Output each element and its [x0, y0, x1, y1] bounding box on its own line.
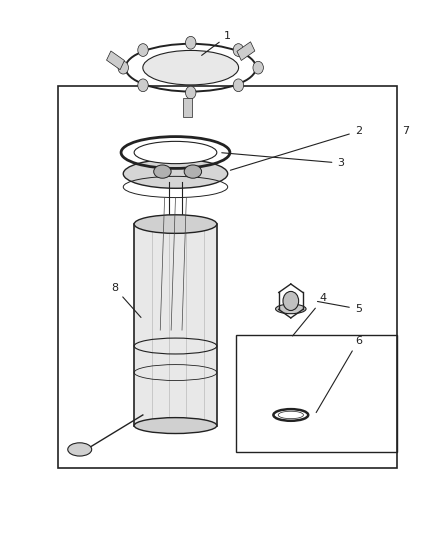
Text: 5: 5 [318, 302, 362, 314]
Text: 7: 7 [403, 126, 410, 136]
Circle shape [283, 292, 299, 311]
Circle shape [233, 79, 244, 92]
Text: 4: 4 [293, 293, 327, 336]
Bar [237, 335, 397, 452]
Text: 1: 1 [201, 31, 231, 55]
Ellipse shape [134, 215, 217, 233]
Circle shape [253, 61, 263, 74]
Circle shape [138, 79, 148, 92]
Ellipse shape [123, 159, 228, 188]
Bar [183, 98, 191, 117]
Bar [237, 42, 255, 61]
Text: 6: 6 [316, 336, 362, 413]
Circle shape [118, 61, 128, 74]
Ellipse shape [143, 51, 239, 85]
Circle shape [233, 44, 244, 56]
Ellipse shape [276, 304, 306, 314]
Ellipse shape [134, 141, 217, 164]
Ellipse shape [134, 418, 217, 433]
Text: 3: 3 [222, 153, 344, 168]
Text: 2: 2 [230, 126, 362, 170]
Ellipse shape [154, 165, 171, 178]
Ellipse shape [278, 411, 304, 419]
Circle shape [138, 44, 148, 56]
Ellipse shape [184, 165, 201, 178]
Polygon shape [134, 224, 217, 425]
Circle shape [185, 86, 196, 99]
Text: 8: 8 [111, 282, 141, 318]
Bar [58, 86, 397, 468]
Bar [106, 51, 124, 70]
Ellipse shape [68, 443, 92, 456]
Circle shape [185, 36, 196, 49]
